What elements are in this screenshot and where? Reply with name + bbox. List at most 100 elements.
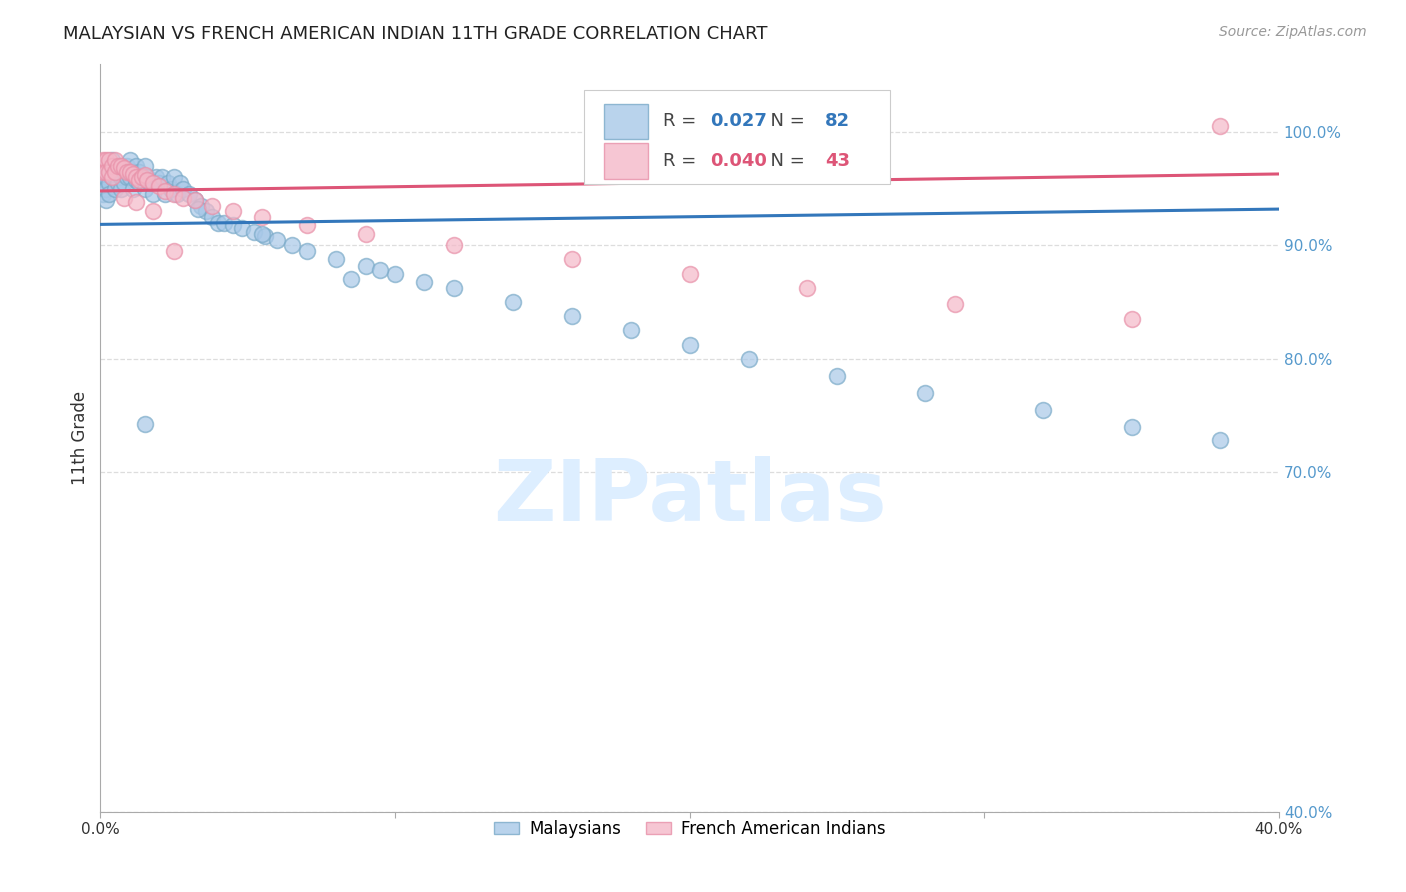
Text: MALAYSIAN VS FRENCH AMERICAN INDIAN 11TH GRADE CORRELATION CHART: MALAYSIAN VS FRENCH AMERICAN INDIAN 11TH… (63, 25, 768, 43)
Point (222, 204, 245, 219)
Point (125, 172, 148, 186)
Point (104, 182, 127, 196)
Point (242, 225, 264, 239)
Point (1209, 120, 1232, 134)
Point (134, 168, 156, 182)
Point (91, 153, 114, 168)
Point (121, 164, 143, 178)
FancyBboxPatch shape (603, 143, 648, 179)
Text: N =: N = (759, 152, 811, 170)
Point (157, 176, 180, 190)
Point (121, 167, 143, 181)
Point (354, 259, 377, 273)
Point (115, 164, 138, 178)
Point (121, 182, 143, 196)
Text: Source: ZipAtlas.com: Source: ZipAtlas.com (1219, 25, 1367, 39)
Text: 0.040: 0.040 (710, 152, 766, 170)
Point (136, 170, 159, 185)
Point (91, 164, 114, 178)
Point (112, 176, 135, 190)
Point (943, 297, 966, 311)
Point (254, 229, 277, 244)
Text: 43: 43 (825, 152, 851, 170)
Point (96, 153, 118, 168)
Point (1032, 402, 1054, 417)
FancyBboxPatch shape (583, 90, 890, 184)
Point (163, 244, 186, 258)
Point (678, 338, 700, 352)
Point (796, 281, 818, 295)
Point (620, 323, 643, 337)
Point (96, 164, 118, 178)
Point (112, 161, 135, 176)
Point (212, 216, 235, 230)
Point (252, 227, 274, 241)
Point (134, 159, 156, 173)
Point (136, 172, 159, 186)
Point (142, 187, 165, 202)
Point (128, 172, 150, 186)
Point (201, 199, 224, 213)
Point (413, 275, 436, 289)
Point (98, 153, 121, 168)
Point (134, 417, 156, 432)
Point (201, 210, 224, 224)
Point (104, 170, 127, 185)
Point (231, 221, 253, 235)
Point (96, 193, 118, 207)
Point (101, 159, 124, 173)
Point (281, 238, 304, 252)
Point (125, 170, 148, 185)
Point (91, 176, 114, 190)
Point (340, 272, 363, 286)
Point (110, 159, 132, 173)
Point (1209, 434, 1232, 448)
Point (195, 204, 218, 219)
Point (101, 170, 124, 185)
Point (295, 244, 318, 258)
Point (561, 252, 583, 266)
Point (148, 176, 170, 190)
Point (112, 191, 135, 205)
Point (142, 204, 165, 219)
Point (118, 153, 141, 168)
Point (183, 193, 205, 207)
Point (148, 179, 170, 194)
Point (443, 281, 465, 295)
Point (134, 182, 156, 196)
Point (502, 295, 524, 310)
Point (153, 184, 176, 198)
Point (107, 176, 129, 190)
Point (115, 170, 138, 185)
Point (354, 227, 377, 241)
Point (107, 159, 129, 173)
Point (112, 164, 135, 178)
Point (443, 238, 465, 252)
Point (177, 187, 200, 202)
Point (91, 164, 114, 178)
Point (1121, 312, 1143, 326)
Point (125, 159, 148, 173)
Point (207, 216, 229, 230)
Point (118, 170, 141, 185)
FancyBboxPatch shape (603, 103, 648, 139)
Y-axis label: 11th Grade: 11th Grade (72, 391, 89, 485)
Point (172, 182, 194, 196)
Text: R =: R = (662, 152, 702, 170)
Point (101, 153, 124, 168)
Point (131, 170, 153, 185)
Point (104, 159, 127, 173)
Legend: Malaysians, French American Indians: Malaysians, French American Indians (488, 814, 891, 845)
Point (110, 182, 132, 196)
Point (914, 385, 936, 400)
Point (139, 176, 162, 190)
Point (737, 351, 759, 366)
Point (266, 233, 288, 247)
Point (678, 267, 700, 281)
Text: N =: N = (759, 112, 811, 130)
Point (98, 187, 121, 202)
Point (110, 159, 132, 173)
Point (118, 164, 141, 178)
Point (252, 210, 274, 224)
Point (98, 164, 121, 178)
